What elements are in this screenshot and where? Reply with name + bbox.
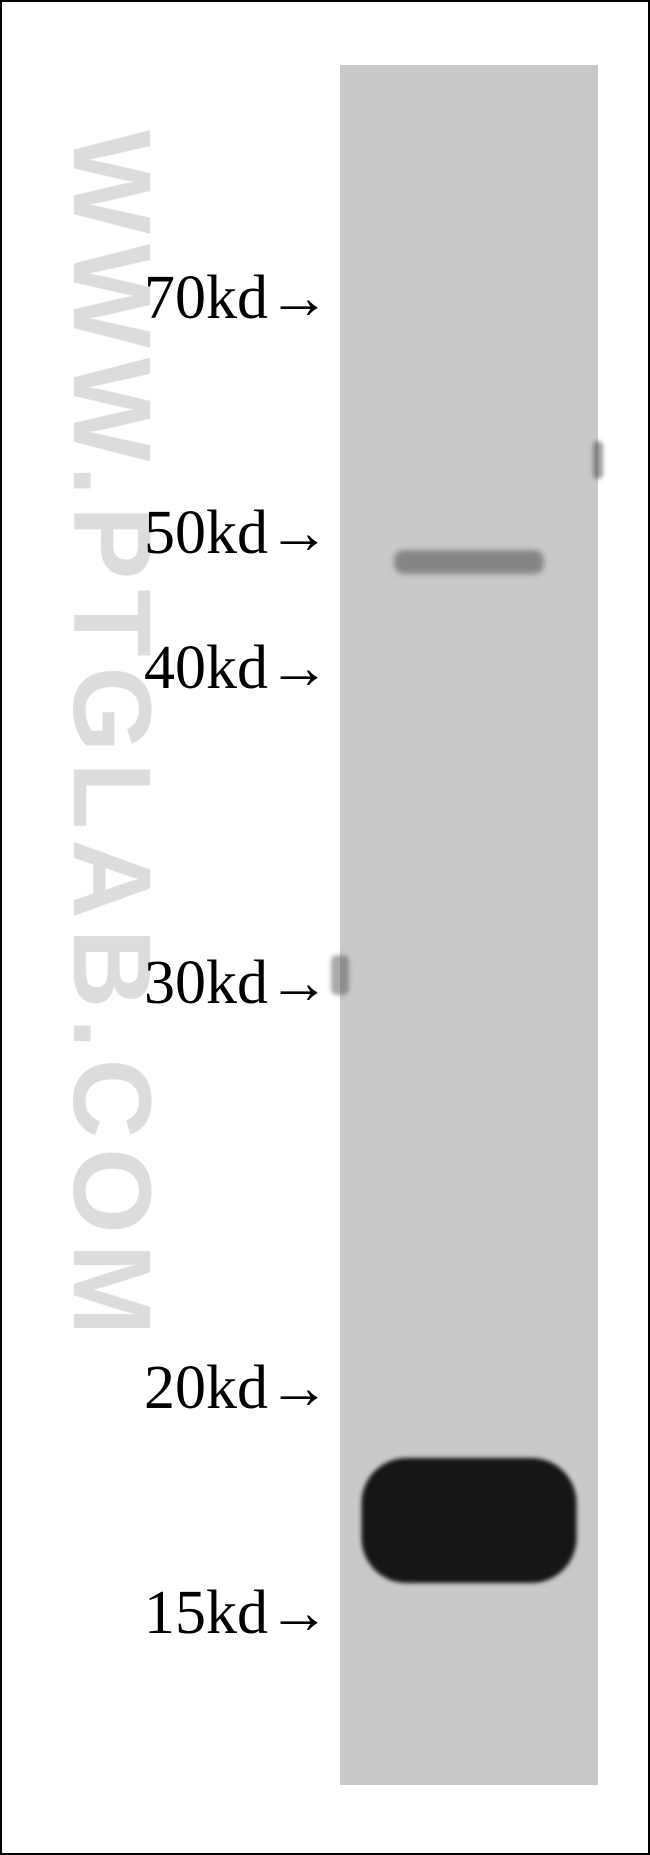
mw-marker-15kd: 15kd [144,1578,330,1649]
mw-marker-label: 20kd [144,1353,268,1424]
mw-marker-30kd: 30kd [144,948,330,1019]
mw-marker-20kd: 20kd [144,1353,330,1424]
mw-marker-label: 50kd [144,498,268,569]
blot-band-0 [394,550,544,574]
blot-lane [340,65,598,1785]
mw-marker-label: 15kd [144,1578,268,1649]
arrow-right-icon [268,498,330,569]
edge-spot-0 [331,955,349,995]
mw-marker-70kd: 70kd [144,263,330,334]
blot-band-1 [362,1458,577,1583]
arrow-right-icon [268,633,330,704]
arrow-right-icon [268,1578,330,1649]
mw-marker-label: 40kd [144,633,268,704]
arrow-right-icon [268,263,330,334]
mw-marker-40kd: 40kd [144,633,330,704]
arrow-right-icon [268,948,330,1019]
edge-spot-1 [593,441,603,479]
arrow-right-icon [268,1353,330,1424]
mw-marker-label: 70kd [144,263,268,334]
mw-marker-50kd: 50kd [144,498,330,569]
mw-marker-label: 30kd [144,948,268,1019]
